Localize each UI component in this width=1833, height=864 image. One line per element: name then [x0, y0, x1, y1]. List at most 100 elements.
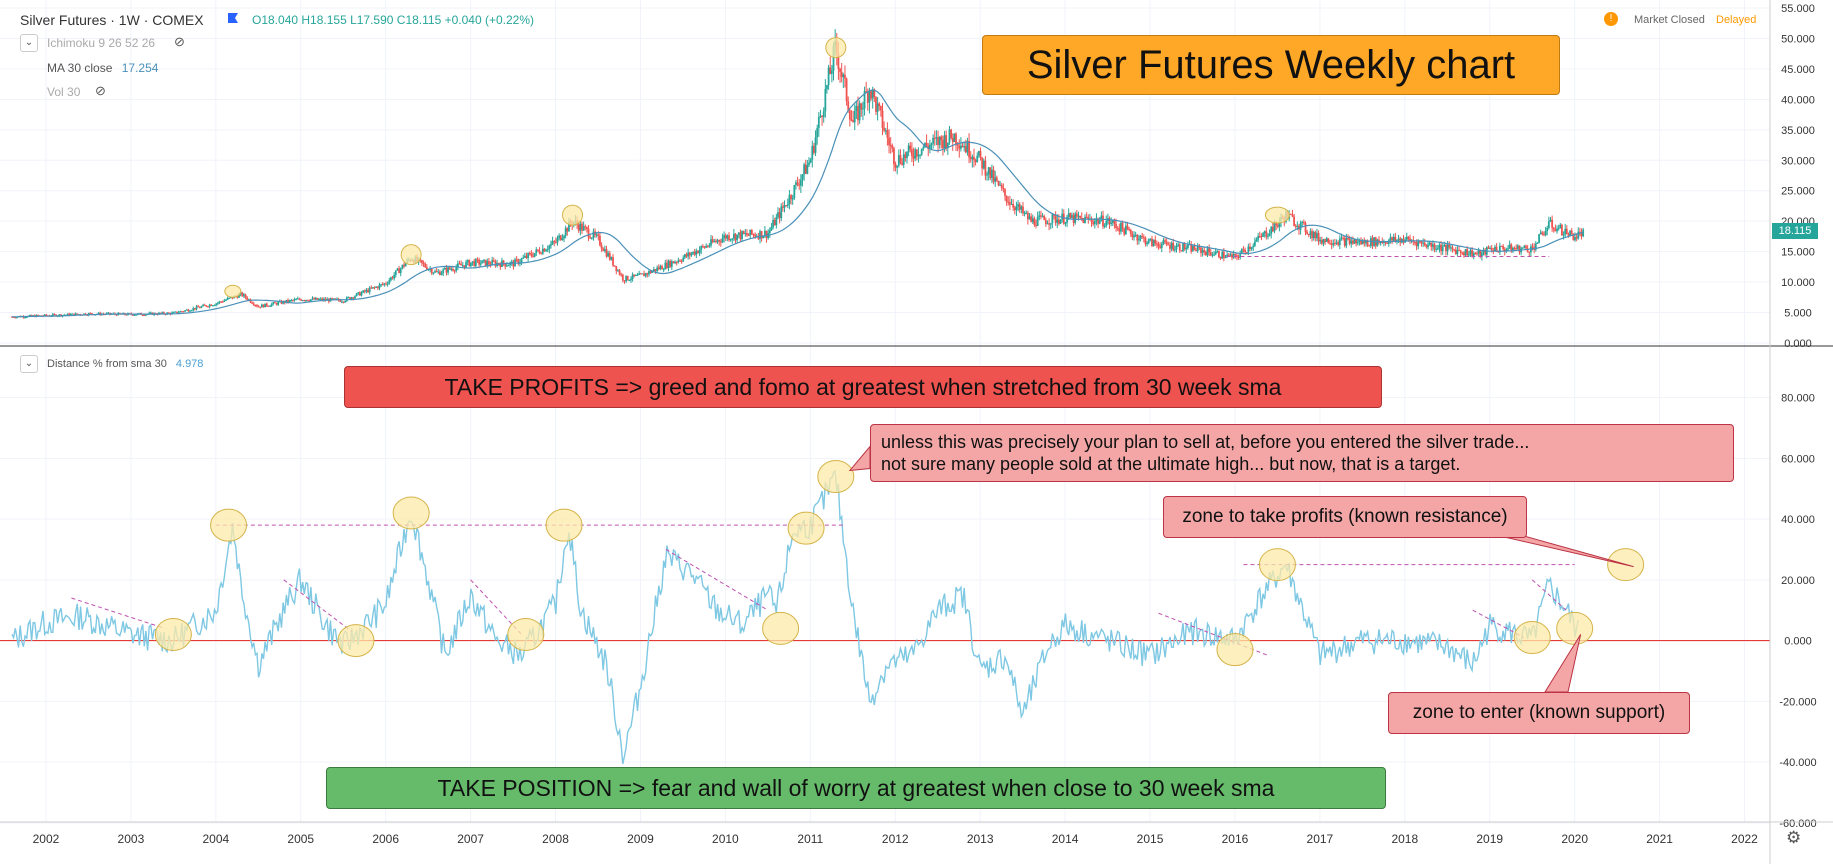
price-candle — [530, 253, 533, 256]
distance-highlight-circle — [762, 611, 800, 645]
price-candle — [1084, 216, 1086, 224]
price-candle — [149, 312, 152, 314]
hidden-eye-icon[interactable]: ⊘ — [174, 34, 185, 49]
price-candle — [731, 238, 734, 240]
price-candle — [1124, 225, 1127, 235]
price-candle — [1456, 249, 1459, 255]
price-candle — [381, 284, 384, 286]
price-candle — [313, 298, 316, 300]
price-candle — [311, 298, 314, 300]
price-candle — [1203, 250, 1206, 252]
price-candle — [180, 311, 183, 313]
price-candle — [30, 314, 33, 316]
price-candle — [1247, 246, 1250, 253]
price-candle — [314, 297, 317, 300]
ma-label[interactable]: MA 30 close — [47, 61, 113, 75]
price-candle — [453, 270, 456, 272]
price-candle — [1454, 249, 1457, 255]
price-candle — [352, 297, 355, 299]
price-candle — [646, 273, 649, 275]
price-candle — [463, 265, 466, 268]
price-candle — [1302, 221, 1305, 224]
price-candle — [997, 180, 1000, 186]
price-candle — [1164, 240, 1166, 242]
price-candle — [207, 306, 209, 308]
price-candle — [58, 314, 61, 316]
price-tick-label: 35.000 — [1781, 125, 1815, 137]
price-candle — [471, 261, 474, 263]
price-candle — [1162, 240, 1165, 245]
price-candle — [1271, 227, 1274, 232]
price-candle — [886, 130, 889, 138]
price-candle — [292, 300, 294, 302]
price-candle — [1463, 252, 1465, 256]
vol-hidden-eye-icon[interactable]: ⊘ — [95, 83, 106, 98]
price-candle — [347, 297, 350, 299]
price-candle — [803, 164, 806, 175]
price-candle — [1371, 238, 1374, 246]
price-candle — [1147, 239, 1150, 243]
ichimoku-label[interactable]: Ichimoku 9 26 52 26 — [47, 36, 156, 50]
price-candle — [1155, 243, 1158, 245]
price-candle — [527, 253, 529, 258]
x-tick-label: 2016 — [1222, 832, 1249, 846]
price-candle — [267, 305, 270, 307]
price-candle — [486, 261, 489, 266]
price-candle — [435, 270, 438, 273]
flag-icon[interactable] — [228, 13, 238, 23]
collapse-chevron-icon[interactable]: ⌄ — [20, 34, 38, 52]
price-candle — [1028, 216, 1031, 220]
x-tick-label: 2018 — [1391, 832, 1418, 846]
price-candle — [1562, 234, 1565, 236]
price-candle — [969, 157, 972, 160]
price-candle — [1564, 228, 1567, 235]
price-candle — [770, 227, 773, 231]
price-candle — [896, 165, 899, 168]
price-candle — [718, 240, 721, 242]
price-candle — [775, 216, 778, 226]
price-candle — [350, 297, 353, 300]
price-candle — [298, 298, 301, 300]
price-candle — [1570, 230, 1573, 234]
price-candle — [460, 263, 463, 266]
x-tick-label: 2014 — [1052, 832, 1079, 846]
price-candle — [778, 212, 781, 219]
distance-label[interactable]: Distance % from sma 30 — [47, 358, 167, 370]
price-candle — [262, 304, 265, 308]
price-candle — [938, 136, 941, 146]
status-icon[interactable]: ! — [1609, 13, 1613, 24]
settings-gear-icon[interactable]: ⚙ — [1786, 828, 1802, 847]
price-tick-label: 5.000 — [1784, 308, 1812, 320]
price-candle — [1059, 219, 1062, 224]
price-candle — [220, 301, 222, 303]
price-candle — [1565, 228, 1568, 235]
price-candle — [432, 272, 435, 274]
price-candle — [909, 145, 912, 150]
price-candle — [780, 206, 783, 219]
price-candle — [986, 174, 988, 176]
price-candle — [966, 140, 969, 153]
price-candle — [208, 304, 211, 307]
price-candle — [1503, 249, 1506, 252]
price-candle — [1048, 223, 1050, 225]
price-candle — [1260, 236, 1263, 238]
price-candle — [421, 260, 423, 263]
price-candle — [994, 177, 997, 182]
price-candle — [1216, 251, 1219, 253]
price-candle — [888, 137, 890, 146]
price-candle — [300, 299, 302, 301]
distance-collapse-chevron-icon[interactable]: ⌄ — [20, 355, 38, 373]
price-candle — [197, 306, 200, 308]
price-candle — [1430, 242, 1433, 247]
distance-tick-label: 0.000 — [1784, 636, 1812, 648]
price-candle — [1087, 217, 1090, 220]
price-candle — [817, 116, 820, 129]
symbol-title[interactable]: Silver Futures · 1W · COMEX — [20, 12, 204, 28]
price-candle — [669, 260, 672, 267]
price-candle — [879, 106, 882, 111]
vol-label[interactable]: Vol 30 — [47, 85, 81, 99]
price-candle — [600, 245, 603, 249]
price-candle — [1142, 236, 1145, 238]
price-candle — [942, 140, 944, 149]
